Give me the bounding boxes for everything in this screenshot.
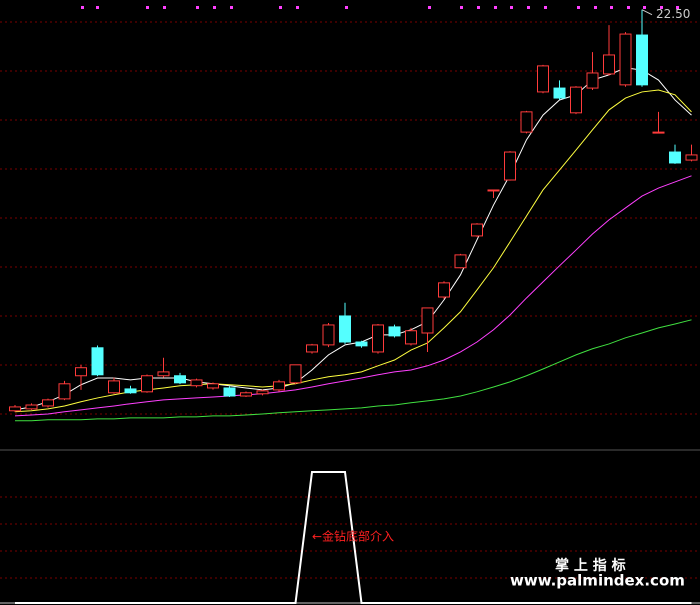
candle — [586, 52, 599, 90]
candle-body — [240, 392, 252, 397]
candle-body — [504, 151, 516, 181]
candle-body — [273, 381, 285, 391]
candle-body — [223, 387, 236, 397]
candle-body — [421, 307, 434, 334]
candle — [174, 372, 186, 385]
candle-body — [124, 388, 137, 394]
candle — [355, 340, 368, 348]
candle — [669, 144, 681, 164]
candle-body — [669, 151, 681, 164]
candle-body — [685, 154, 698, 161]
candle-body — [58, 383, 71, 400]
candle — [289, 364, 302, 385]
candle-body — [570, 86, 582, 114]
candle-body — [652, 131, 665, 134]
candle-body — [586, 72, 599, 89]
candle — [405, 327, 417, 346]
signal-annotation: ←金钻底部介入 — [312, 529, 394, 544]
candle-body — [322, 324, 335, 346]
candle-body — [487, 189, 500, 192]
candle-body — [91, 347, 104, 376]
candle — [25, 403, 38, 410]
candle-body — [454, 254, 467, 269]
candle-body — [174, 375, 186, 384]
candle — [157, 357, 170, 378]
candle-body — [537, 65, 549, 93]
candle-body — [75, 367, 87, 377]
candle-body — [405, 330, 417, 345]
candle-body — [355, 341, 368, 347]
candle — [454, 253, 467, 269]
candle-body — [190, 379, 203, 387]
candle — [388, 324, 401, 338]
candle — [421, 307, 434, 352]
candle — [9, 405, 21, 413]
candle — [636, 9, 648, 87]
candle — [520, 110, 533, 134]
candle — [322, 323, 335, 348]
candle — [487, 189, 500, 198]
candle — [223, 386, 236, 397]
candle — [58, 380, 71, 401]
candle-body — [42, 399, 54, 407]
candle — [570, 86, 582, 115]
candle-body — [520, 111, 533, 133]
ma-line — [14, 175, 692, 417]
candle-body — [553, 87, 566, 99]
candle — [190, 378, 203, 388]
candle-body — [9, 406, 21, 412]
candle — [685, 144, 698, 162]
ma-line — [14, 89, 692, 413]
candle-body — [636, 34, 648, 86]
candle-body — [339, 315, 351, 343]
annotation-pointer — [641, 9, 653, 16]
signal-line — [15, 471, 692, 604]
candle-body — [619, 33, 632, 86]
candle-body — [306, 344, 318, 353]
candle — [471, 223, 483, 237]
candle — [42, 398, 54, 408]
candle-body — [603, 54, 615, 75]
candle — [75, 364, 87, 390]
price-annotation: 22.50 — [656, 7, 690, 21]
candle-body — [25, 404, 38, 410]
candle — [91, 345, 104, 377]
watermark-title: 掌 上 指 标 — [555, 557, 626, 574]
candle — [273, 379, 285, 392]
candle-body — [256, 390, 269, 395]
candle-body — [207, 383, 219, 389]
ma-line — [15, 319, 692, 422]
candle — [619, 32, 632, 87]
candle-body — [438, 282, 450, 298]
candle — [124, 385, 137, 394]
candle — [339, 302, 351, 344]
candle — [240, 391, 252, 397]
candle-body — [372, 324, 384, 353]
candle — [553, 80, 566, 100]
candle-body — [388, 326, 401, 337]
candle — [372, 324, 384, 354]
candle-body — [141, 375, 153, 393]
candle-body — [157, 371, 170, 377]
candle — [603, 25, 615, 76]
candle — [256, 389, 269, 396]
candle-body — [289, 364, 302, 384]
candle — [438, 281, 450, 299]
candle — [504, 151, 516, 181]
candle — [652, 111, 665, 134]
candle — [207, 382, 219, 390]
candle — [141, 374, 153, 393]
watermark-url: www.palmindex.com — [510, 572, 685, 590]
candle — [537, 64, 549, 94]
ma-line — [14, 67, 692, 411]
candle — [108, 377, 120, 394]
candle-body — [108, 380, 120, 394]
candle-body — [471, 223, 483, 237]
candle — [306, 343, 318, 354]
top-markers — [81, 6, 679, 9]
